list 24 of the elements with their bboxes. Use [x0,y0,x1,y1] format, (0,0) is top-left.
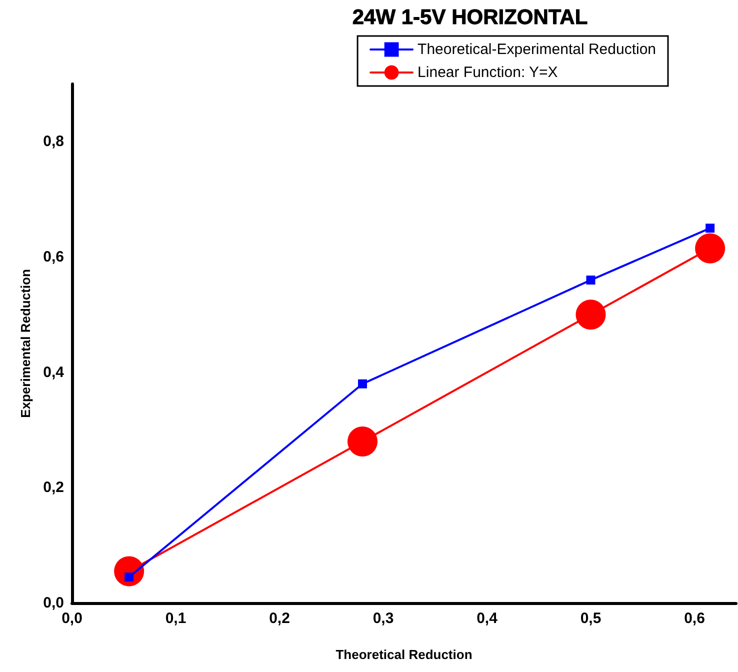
point [695,233,726,264]
point [358,379,367,388]
y-tick-label: 0,0 [43,594,64,612]
x-tick-label: 0,4 [476,610,498,627]
x-tick-label: 0,2 [269,610,290,627]
y-tick-label: 0,8 [43,133,64,150]
point [348,426,378,457]
x-tick-label: 0,6 [684,610,705,627]
y-tick-label: 0,2 [43,479,64,496]
y-axis-title: Experimental Reduction [18,269,34,418]
point [586,276,596,285]
x-tick-label: 0,0 [62,610,82,627]
point [706,224,715,233]
x-axis-title: Theoretical Reduction [336,647,472,662]
x-tick-label: 0,3 [372,610,394,627]
x-tick-label: 0,5 [580,610,602,627]
y-tick-label: 0,6 [43,248,64,266]
y-tick-label: 0,4 [43,364,65,381]
chart-title: 24W 1-5V HORIZONTAL [352,6,588,29]
point [576,300,606,330]
legend-label: Linear Function: Y=X [418,64,558,81]
x-tick-label: 0,1 [165,610,186,627]
point [124,572,134,582]
legend-label: Theoretical-Experimental Reduction [418,41,656,58]
